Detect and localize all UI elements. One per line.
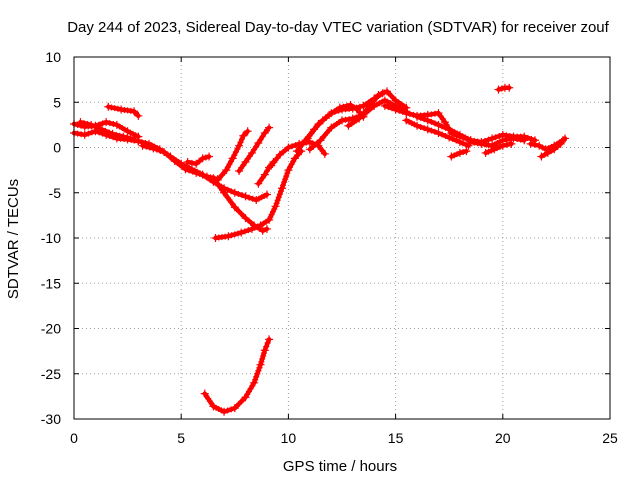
plus-markers	[183, 152, 214, 168]
series-arc-7	[183, 152, 214, 168]
series-arc-24	[494, 83, 514, 94]
plus-markers	[200, 335, 274, 416]
y-axis-label: SDTVAR / TECUs	[5, 179, 22, 299]
x-tick-label: 10	[281, 430, 297, 446]
axis-ticks: 0 5 10 15 20 25 -30 -25 -20 -15 -10 -5 0 5 10	[41, 49, 618, 446]
chart-title: Day 244 of 2023, Sidereal Day-to-day VTE…	[67, 19, 609, 36]
series-arc-27	[200, 335, 274, 416]
y-tick-label: -20	[41, 321, 61, 337]
series-arc-10	[213, 127, 252, 185]
series-arc-26	[537, 134, 569, 161]
series-arc-17	[344, 87, 411, 130]
series-arc-22	[466, 134, 529, 150]
y-tick-label: -10	[41, 230, 61, 246]
plus-markers	[235, 123, 274, 176]
grid-lines	[74, 57, 610, 419]
plus-markers	[209, 174, 271, 235]
series-line	[202, 337, 272, 415]
plus-markers	[213, 127, 252, 185]
plus-markers	[344, 87, 411, 130]
x-axis-label: GPS time / hours	[283, 458, 397, 475]
y-tick-label: 0	[53, 140, 61, 156]
x-tick-label: 20	[495, 430, 511, 446]
series-arc-23	[481, 139, 516, 157]
series-line	[236, 125, 272, 174]
y-tick-label: -15	[41, 275, 61, 291]
x-tick-label: 5	[177, 430, 185, 446]
series-arc-8	[209, 174, 271, 235]
plus-markers	[447, 147, 471, 161]
series-arc-3	[76, 118, 139, 144]
y-tick-label: 10	[45, 49, 61, 65]
plus-markers	[494, 83, 514, 94]
y-tick-label: 5	[53, 94, 61, 110]
plus-markers	[211, 147, 306, 242]
plus-markers	[481, 139, 516, 157]
plus-markers	[138, 141, 222, 184]
plus-markers	[303, 100, 368, 143]
plus-markers	[402, 116, 473, 150]
plus-markers	[76, 118, 139, 144]
x-tick-label: 15	[388, 430, 404, 446]
plus-markers	[466, 134, 529, 150]
series-arc-9	[211, 147, 306, 242]
x-tick-label: 25	[602, 430, 618, 446]
series-arc-4	[104, 102, 143, 120]
plus-markers	[537, 134, 569, 161]
y-tick-label: -30	[41, 411, 61, 427]
series-arc-11	[235, 123, 274, 176]
plus-markers	[104, 102, 143, 120]
series-arc-19	[402, 116, 473, 150]
series-arc-15	[303, 100, 368, 143]
x-tick-label: 0	[70, 430, 78, 446]
series-arc-6	[138, 141, 222, 184]
series-arc-21	[447, 147, 471, 161]
data-series	[70, 83, 569, 416]
y-tick-label: -5	[49, 185, 62, 201]
y-tick-label: -25	[41, 366, 61, 382]
